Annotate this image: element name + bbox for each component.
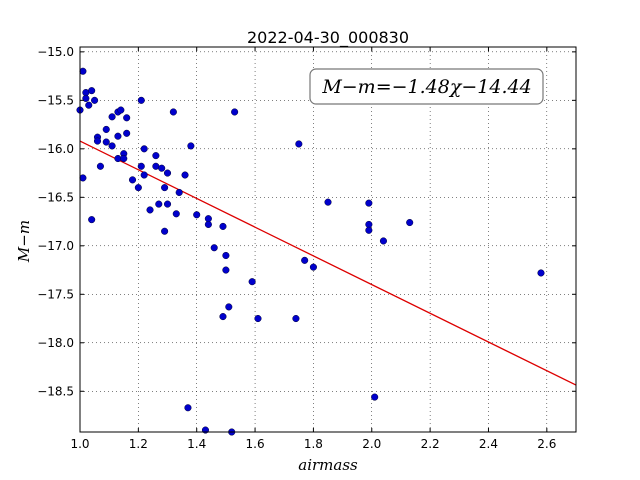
x-tick-label: 1.8 [304,437,323,451]
data-point [222,251,230,260]
fit-annotation: M−m=−1.48χ−14.44 [309,68,544,105]
annotation-box-frame [309,68,544,105]
data-point [219,222,227,230]
data-point [108,142,116,150]
data-point [301,256,309,264]
data-point [85,101,93,109]
data-point [146,206,154,214]
data-point [169,108,177,116]
data-point [155,200,163,208]
data-point [117,106,125,114]
data-point [292,314,300,323]
x-axis-label: airmass [298,456,358,474]
data-point [88,87,96,95]
data-point [123,114,131,122]
data-point [379,237,387,245]
data-point [123,129,131,137]
data-point [152,152,160,160]
data-point [158,164,166,172]
data-point [181,171,189,179]
data-point [120,154,128,163]
data-point [134,184,142,192]
data-point [248,278,256,286]
data-point [365,226,373,234]
data-point [537,269,545,277]
data-point [406,218,414,227]
data-point [295,140,303,148]
y-tick-label: −17.0 [37,239,74,253]
data-point [93,137,102,145]
x-tick-label: 1.4 [187,437,206,451]
data-point [231,108,239,116]
data-point [140,145,148,153]
data-point [163,200,172,208]
data-point [219,313,227,321]
fit-line [79,140,577,386]
fit-layer [79,140,577,386]
data-point [114,132,122,140]
y-tick-label: −16.5 [37,190,74,204]
data-point [193,211,201,219]
data-point [91,96,99,104]
data-point [128,176,137,184]
data-point [88,216,96,224]
y-tick-label: −18.5 [37,384,74,398]
data-point [108,113,116,121]
y-tick-label: −15.5 [37,93,74,107]
data-point [187,142,195,150]
y-tick-label: −16.0 [37,142,74,156]
x-tick-label: 2.4 [479,437,498,451]
data-point [222,266,230,274]
data-point [102,125,110,133]
data-point [175,188,183,197]
data-point [324,198,332,206]
data-point [137,162,145,170]
data-point [371,393,379,401]
x-tick-label: 2.2 [421,437,440,451]
data-point [254,314,262,323]
y-tick-label: −15.0 [37,45,74,59]
fit-equation-text: M−m=−1.48χ−14.44 [321,76,531,98]
x-tick-label: 1.6 [246,437,265,451]
chart-title: 2022-04-30_000830 [247,28,409,48]
data-point [161,184,169,192]
data-point [210,244,218,252]
data-point [96,162,104,170]
grid-layer [79,47,576,432]
x-tick-label: 1.2 [129,437,148,451]
y-axis-label: M−m [15,220,33,263]
data-point [225,303,233,311]
data-point [184,404,192,412]
data-point [365,199,373,207]
x-tick-label: 2.6 [537,437,556,451]
points-layer [76,67,545,436]
data-point [79,67,87,75]
data-point [79,174,87,182]
data-point [204,220,212,229]
data-point [137,96,145,104]
x-tick-label: 1.0 [70,437,89,451]
data-point [172,210,180,218]
y-tick-label: −18.0 [37,336,74,350]
plot-frame [79,46,577,433]
data-point [140,171,148,179]
y-tick-label: −17.5 [37,287,74,301]
ticks-layer: 1.0 1.2 1.4 1.6 1.8 2.0 2.2 2.4 2.6 −15.0 −15.5 −16… [37,45,576,451]
data-point [102,138,110,146]
data-point [82,94,90,102]
data-point [309,263,317,271]
data-point [161,227,169,235]
data-point [163,169,172,177]
x-tick-label: 2.0 [362,437,381,451]
